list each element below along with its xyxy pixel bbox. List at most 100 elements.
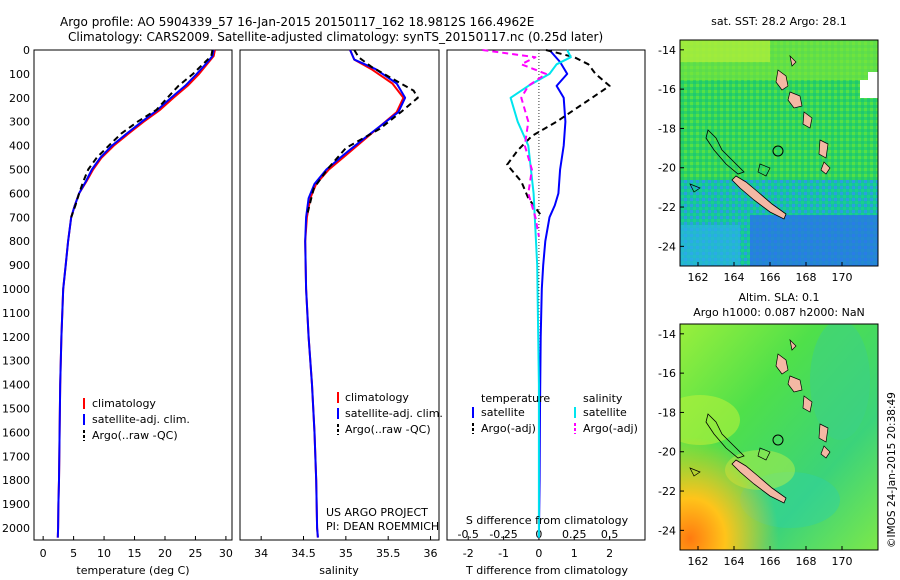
legend-label-clim: climatology: [92, 397, 156, 410]
depth-tick-label: 1500: [2, 403, 30, 416]
x-tick-label: -1: [498, 547, 509, 560]
lat-tick-label: -22: [658, 201, 676, 214]
series-line-main-1: [56, 49, 215, 538]
salinity-lines: [304, 49, 419, 538]
series-line-main-0: [537, 49, 569, 538]
lat-tick-label: -16: [658, 367, 676, 380]
depth-tick-label: 1000: [2, 283, 30, 296]
argo-location-marker: [772, 434, 784, 446]
depth-tick-label: 0: [23, 44, 30, 57]
x-tick-label: 34.5: [291, 547, 316, 560]
x-tick-label: 0: [40, 547, 47, 560]
salinity-panel: 34 34.5 35 35.5 36 salinity climatology sate…: [239, 49, 443, 577]
legend-label-t-sat: satellite: [481, 406, 525, 419]
lat-tick-label: -24: [658, 240, 676, 253]
lat-tick-label: -24: [658, 524, 676, 537]
series-line-main-1: [304, 49, 407, 538]
project-annotation: US ARGO PROJECT: [326, 506, 428, 519]
salinity-x-ticks: 34 34.5 35 35.5 36: [254, 536, 438, 560]
x-tick-label: -2: [463, 547, 474, 560]
s-tick-label: 0.5: [601, 528, 619, 541]
sla-map-frame: [679, 323, 879, 551]
temperature-xlabel: temperature (deg C): [76, 564, 189, 577]
lon-tick-label: 164: [724, 271, 745, 284]
temperature-lines: [56, 49, 216, 538]
x-tick-label: 2: [606, 547, 613, 560]
difference-lines: [482, 49, 611, 538]
lat-tick-label: -14: [658, 328, 676, 341]
salinity-legend: climatology satellite-adj. clim. Argo(..…: [337, 391, 443, 436]
legend-label-t-argo: Argo(-adj): [481, 422, 536, 435]
legend-label-argo: Argo(..raw -QC): [345, 423, 431, 436]
sla-map-islands: [689, 338, 831, 504]
lon-tick-label: 164: [724, 555, 745, 568]
x-tick-label: 35: [339, 547, 353, 560]
depth-tick-label: 1700: [2, 450, 30, 463]
sla-map-axis-ticks: -14 -16 -18 -20 -22 -24 162 164 166 168 170: [658, 328, 852, 568]
temperature-plot-frame: [33, 49, 233, 541]
x-tick-label: 25: [188, 547, 202, 560]
series-line-main-2: [306, 49, 419, 213]
difference-plot-frame: [446, 49, 646, 541]
figure-title-line1: Argo profile: AO 5904339_57 16-Jan-2015 …: [60, 15, 534, 29]
temperature-panel: 0 5 10 15 20 25 30 temperature (deg C) climato…: [33, 49, 233, 577]
legend-label-sat: satellite-adj. clim.: [345, 407, 443, 420]
sst-map-axis-ticks: -14 -16 -18 -20 -22 -24 162 164 166 168 170: [658, 44, 852, 284]
series-line-salinity-2: [509, 49, 572, 538]
x-tick-label: 35.5: [376, 547, 401, 560]
depth-tick-label: 300: [9, 116, 30, 129]
legend-label-s-argo: Argo(-adj): [583, 422, 638, 435]
argo-location-marker: [772, 145, 784, 157]
lon-tick-label: 168: [796, 271, 817, 284]
depth-tick-label: 200: [9, 92, 30, 105]
t-difference-xlabel: T difference from climatology: [465, 564, 628, 577]
depth-tick-label: 800: [9, 235, 30, 248]
depth-tick-label: 600: [9, 187, 30, 200]
s-tick-label: -0.25: [489, 528, 517, 541]
lon-tick-label: 170: [832, 555, 853, 568]
lat-tick-label: -20: [658, 162, 676, 175]
temperature-legend: climatology satellite-adj. clim. Argo(..…: [83, 397, 190, 442]
sst-map-islands: [689, 54, 831, 220]
lon-tick-label: 168: [796, 555, 817, 568]
x-tick-label: 1: [571, 547, 578, 560]
lon-tick-label: 162: [688, 555, 709, 568]
x-tick-label: 0: [535, 547, 542, 560]
x-tick-label: 30: [219, 547, 233, 560]
depth-tick-label: 1300: [2, 355, 30, 368]
lat-tick-label: -16: [658, 83, 676, 96]
figure-title-line2: Climatology: CARS2009. Satellite-adjuste…: [68, 30, 603, 44]
x-tick-label: 36: [424, 547, 438, 560]
sla-map-title1: Altim. SLA: 0.1: [738, 291, 819, 304]
depth-tick-label: 900: [9, 259, 30, 272]
x-tick-label: 34: [254, 547, 268, 560]
x-tick-label: 20: [158, 547, 172, 560]
x-tick-label: 5: [70, 547, 77, 560]
series-line-salinity-3: [482, 49, 547, 237]
s-tick-label: 0.25: [562, 528, 587, 541]
lon-tick-label: 162: [688, 271, 709, 284]
lat-tick-label: -22: [658, 485, 676, 498]
sla-map-panel: Altim. SLA: 0.1 Argo h1000: 0.087 h2000:…: [658, 291, 879, 568]
depth-tick-label: 700: [9, 211, 30, 224]
sla-map-field: [680, 324, 878, 550]
salinity-xlabel: salinity: [319, 564, 359, 577]
difference-legend: temperature salinity satellite Argo(-adj…: [472, 392, 638, 435]
depth-tick-label: 1600: [2, 426, 30, 439]
legend-label-argo: Argo(..raw -QC): [92, 429, 178, 442]
sst-map-panel: sat. SST: 28.2 Argo: 28.1 -14 -16 -18 -20: [658, 15, 879, 284]
temperature-x-ticks: 0 5 10 15 20 25 30: [40, 536, 233, 560]
s-difference-xlabel: S difference from climatology: [466, 514, 629, 527]
legend-label-sat: satellite-adj. clim.: [92, 413, 190, 426]
s-tick-label: -0.5: [457, 528, 478, 541]
legend-header-temperature: temperature: [481, 392, 550, 405]
sla-map-title2: Argo h1000: 0.087 h2000: NaN: [693, 306, 865, 319]
legend-header-salinity: salinity: [583, 392, 623, 405]
depth-tick-label: 100: [9, 68, 30, 81]
lon-tick-label: 166: [760, 555, 781, 568]
depth-tick-label: 2000: [2, 522, 30, 535]
x-tick-label: 10: [97, 547, 111, 560]
pi-annotation: PI: DEAN ROEMMICH: [326, 520, 439, 533]
difference-panel: -2 -1 0 1 2-0.5 -0.25 0 0.25 0.5 T difference fr…: [446, 49, 646, 577]
depth-tick-label: 1400: [2, 379, 30, 392]
